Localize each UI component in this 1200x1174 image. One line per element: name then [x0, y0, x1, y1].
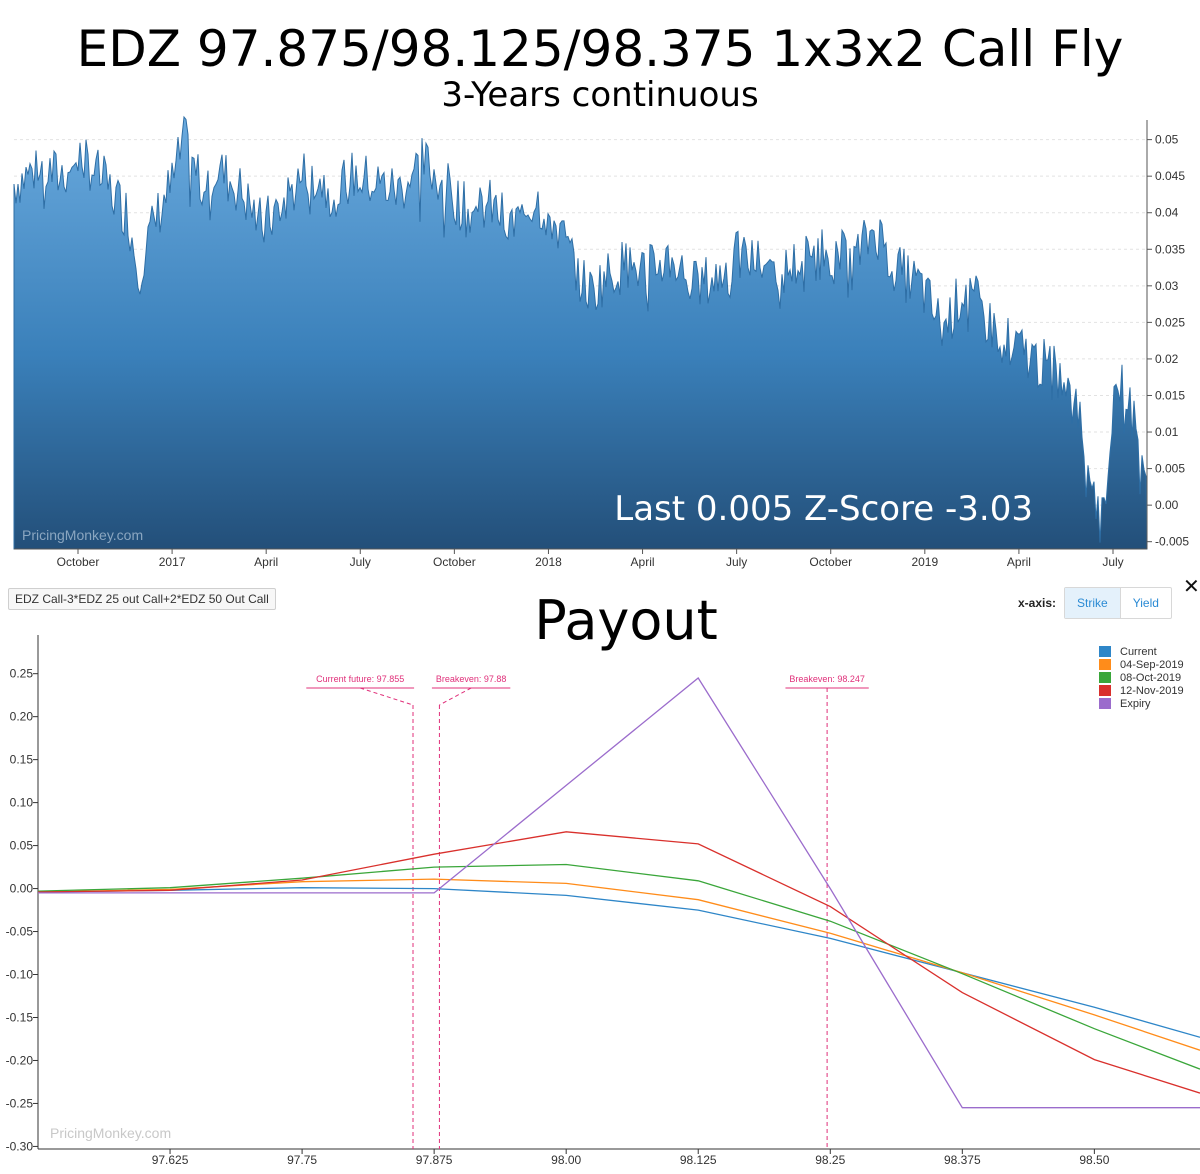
history-chart: EDZ 97.875/98.125/98.375 1x3x2 Call Fly …: [13, 20, 1189, 569]
payout-y-tick-label: -0.15: [6, 1010, 34, 1024]
marker-label: Breakeven: 97.88: [436, 674, 507, 684]
legend-swatch: [1099, 698, 1111, 709]
top-x-tick-label: 2018: [535, 555, 562, 569]
strategy-label[interactable]: EDZ Call-3*EDZ 25 out Call+2*EDZ 50 Out …: [8, 588, 276, 610]
legend-swatch: [1099, 659, 1111, 670]
payout-chart: Payout -0.30 -0.25 -0.20 -0.15 -0.10 -0.05 0.0…: [6, 589, 1200, 1167]
chart-title: EDZ 97.875/98.125/98.375 1x3x2 Call Fly: [77, 20, 1124, 78]
top-x-tick-label: 2019: [911, 555, 938, 569]
top-y-tick-label: 0.005: [1155, 462, 1185, 476]
payout-x-tick-label: 98.125: [680, 1153, 717, 1167]
series-line-expiry: [38, 677, 1200, 1109]
last-zscore-annotation: Last 0.005 Z-Score -3.03: [614, 489, 1033, 529]
top-x-tick-label: April: [254, 555, 278, 569]
legend-label: 04-Sep-2019: [1120, 659, 1184, 671]
series-line-12-nov-2019: [37, 831, 1200, 1094]
series-line-current: [37, 887, 1200, 1038]
legend-label: Current: [1120, 646, 1157, 658]
legend-swatch: [1099, 646, 1111, 657]
payout-y-tick-label: -0.25: [6, 1096, 34, 1110]
top-x-tick-label: October: [57, 555, 100, 569]
top-y-tick-label: 0.015: [1155, 388, 1185, 402]
top-y-tick-label: 0.045: [1155, 169, 1185, 183]
payout-x-tick-label: 98.50: [1079, 1153, 1109, 1167]
legend-label: 12-Nov-2019: [1120, 685, 1184, 697]
top-y-tick-label: 0.04: [1155, 206, 1179, 220]
payout-y-tick-label: -0.05: [6, 925, 34, 939]
marker-connector: [439, 687, 472, 706]
top-x-axis: October 2017 April July October 2018 April July…: [14, 548, 1147, 569]
top-x-tick-label: October: [809, 555, 852, 569]
payout-y-tick-label: 0.10: [10, 796, 34, 810]
payout-y-tick-label: -0.20: [6, 1053, 34, 1067]
top-y-tick-label: 0.025: [1155, 315, 1185, 329]
top-x-tick-label: 2017: [159, 555, 186, 569]
top-x-tick-label: October: [433, 555, 476, 569]
payout-x-tick-label: 98.25: [815, 1153, 845, 1167]
top-x-tick-label: April: [631, 555, 655, 569]
top-x-tick-label: July: [726, 555, 747, 569]
legend-swatch: [1099, 685, 1111, 696]
top-y-tick-label: -0.005: [1155, 535, 1189, 549]
payout-y-tick-label: 0.00: [10, 882, 34, 896]
watermark: PricingMonkey.com: [22, 527, 143, 543]
history-area: [13, 115, 1148, 550]
top-y-axis: -0.005 0.00 0.005 0.01 0.015 0.02 0.025 0.03 0.0…: [1146, 120, 1189, 549]
close-icon[interactable]: ✕: [1183, 574, 1200, 598]
legend-label: 08-Oct-2019: [1120, 672, 1181, 684]
payout-x-tick-label: 97.75: [287, 1153, 317, 1167]
payout-y-tick-label: 0.20: [10, 710, 34, 724]
top-y-tick-label: 0.02: [1155, 352, 1179, 366]
xaxis-toggle: Strike Yield: [1064, 587, 1172, 619]
marker-label: Breakeven: 98.247: [789, 674, 865, 684]
payout-y-tick-label: 0.15: [10, 753, 34, 767]
top-y-tick-label: 0.00: [1155, 498, 1179, 512]
payout-y-tick-label: 0.25: [10, 667, 34, 681]
top-y-tick-label: 0.01: [1155, 425, 1179, 439]
series-line-08-oct-2019: [37, 863, 1200, 1070]
top-y-tick-label: 0.03: [1155, 279, 1179, 293]
top-y-tick-label: 0.05: [1155, 133, 1179, 147]
payout-x-tick-label: 97.625: [152, 1153, 189, 1167]
marker-connector: [360, 687, 414, 706]
marker-label: Current future: 97.855: [316, 674, 404, 684]
payout-x-tick-label: 98.375: [944, 1153, 981, 1167]
payout-x-tick-label: 98.00: [551, 1153, 581, 1167]
legend-swatch: [1099, 672, 1111, 683]
payout-legend: Current04-Sep-201908-Oct-201912-Nov-2019…: [1099, 646, 1184, 710]
payout-axes: -0.30 -0.25 -0.20 -0.15 -0.10 -0.05 0.00 0.05 0.…: [6, 635, 1200, 1167]
chart-subtitle: 3-Years continuous: [441, 75, 758, 115]
payout-markers: Current future: 97.855 Breakeven: 97.88 Br…: [306, 674, 869, 1149]
payout-y-tick-label: 0.05: [10, 839, 34, 853]
legend-label: Expiry: [1120, 698, 1151, 710]
xaxis-label: x-axis:: [1018, 596, 1057, 610]
payout-x-tick-label: 97.875: [416, 1153, 453, 1167]
strike-toggle-button[interactable]: Strike: [1065, 588, 1121, 618]
payout-y-tick-label: -0.30: [6, 1139, 34, 1153]
yield-toggle-button[interactable]: Yield: [1132, 596, 1159, 610]
top-x-tick-label: April: [1007, 555, 1031, 569]
watermark-bottom: PricingMonkey.com: [50, 1125, 171, 1141]
payout-series: [37, 677, 1200, 1109]
payout-y-tick-label: -0.10: [6, 968, 34, 982]
payout-title: Payout: [534, 589, 718, 652]
top-y-tick-label: 0.035: [1155, 242, 1185, 256]
top-x-tick-label: July: [1102, 555, 1123, 569]
top-x-tick-label: July: [350, 555, 371, 569]
